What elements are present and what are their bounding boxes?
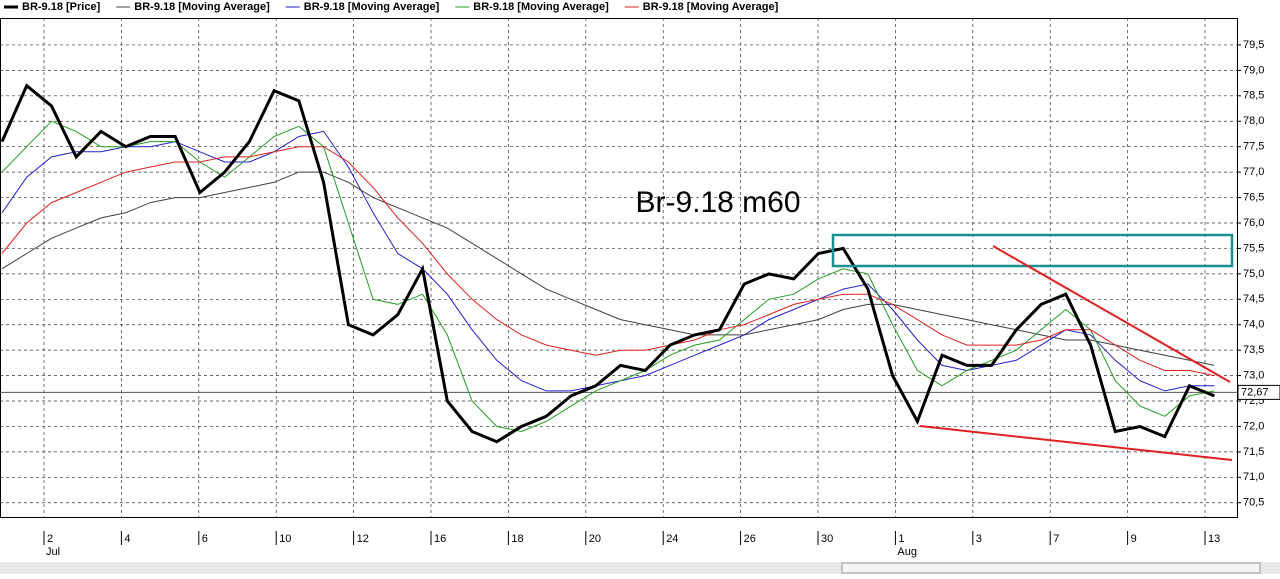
axes: 70,571,071,572,072,573,073,574,074,575,0… [43,39,1280,558]
trend-line [919,425,1233,461]
y-tick-label: 77,5 [1243,141,1264,153]
y-tick-label: 73,5 [1243,344,1264,356]
y-tick-label: 74,0 [1243,319,1264,331]
y-tick-label: 71,5 [1243,446,1264,458]
y-tick-label: 71,0 [1243,471,1264,483]
y-tick-label: 74,5 [1243,293,1264,305]
y-tick-label: 79,0 [1243,64,1264,76]
y-tick-label: 72,0 [1243,420,1264,432]
series-line [1,130,1215,392]
series-line [0,83,1215,444]
y-tick-label: 76,0 [1243,217,1264,229]
series-line [1,120,1215,433]
month-label: Jul [46,546,60,558]
legend-label: BR-9.18 [Price] [22,1,101,13]
series-line [1,171,1215,366]
month-label: Aug [897,546,917,558]
series-lines [0,83,1237,444]
y-tick-label: 77,0 [1243,166,1264,178]
legend-label: BR-9.18 [Moving Average] [643,1,779,13]
trend-line [992,245,1231,383]
x-tick-label: 30 [821,533,833,545]
x-tick-label: 7 [1053,533,1059,545]
x-tick-label: 6 [202,533,208,545]
legend-label: BR-9.18 [Moving Average] [304,1,440,13]
x-tick-label: 4 [124,533,130,545]
last-price-label: 72,67 [1241,386,1269,398]
x-tick-label: 1 [898,533,904,545]
scrollbar-thumb[interactable] [841,562,1261,574]
x-tick-label: 26 [744,533,756,545]
x-tick-label: 9 [1131,533,1137,545]
y-tick-label: 78,0 [1243,115,1264,127]
x-tick-label: 2 [47,533,53,545]
last-price-box [1237,384,1280,400]
legend-label: BR-9.18 [Moving Average] [473,1,609,13]
x-tick-label: 16 [434,533,446,545]
y-tick-label: 70,5 [1243,497,1264,509]
plot-frame [0,18,1238,518]
annotation: Br-9.18 m60 [635,186,800,219]
series-line [1,146,1215,377]
y-tick-label: 78,5 [1243,90,1264,102]
x-tick-label: 20 [589,533,601,545]
x-tick-label: 18 [511,533,523,545]
x-tick-label: 10 [279,533,291,545]
legend: BR-9.18 [Price] BR-9.18 [Moving Average] B… [4,1,779,13]
legend-label: BR-9.18 [Moving Average] [134,1,270,13]
x-tick-label: 13 [1208,533,1220,545]
y-tick-label: 73,0 [1243,369,1264,381]
y-tick-label: 76,5 [1243,191,1264,203]
grid [0,18,1237,517]
x-tick-label: 12 [357,533,369,545]
y-tick-label: 75,5 [1243,242,1264,254]
y-tick-label: 75,0 [1243,268,1264,280]
x-tick-label: 24 [666,533,678,545]
y-tick-label: 79,5 [1243,39,1264,51]
range-box [831,233,1234,268]
x-tick-label: 3 [976,533,982,545]
